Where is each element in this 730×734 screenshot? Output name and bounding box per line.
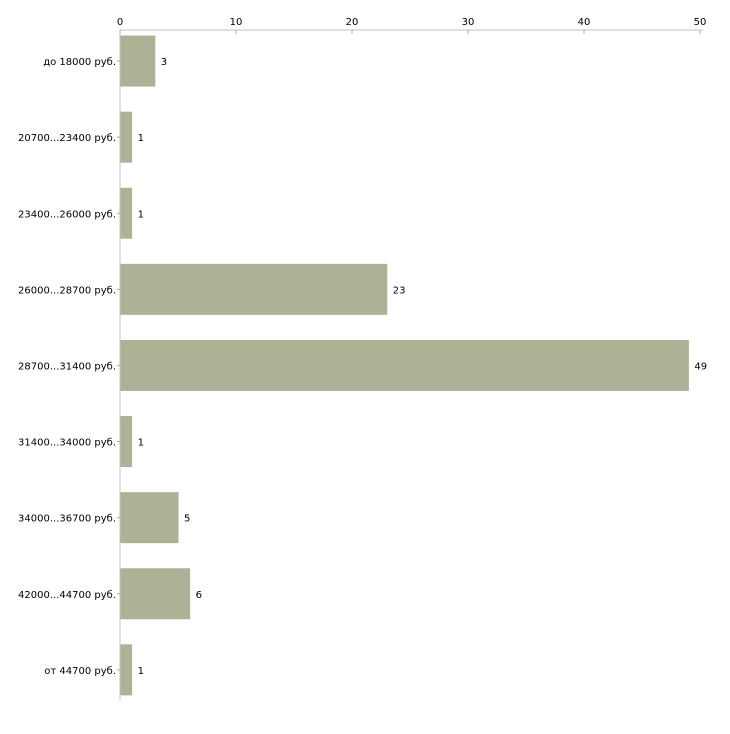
category-label: 28700...31400 руб. <box>18 361 116 372</box>
x-tick-label: 10 <box>230 17 243 28</box>
value-label: 1 <box>138 666 144 677</box>
x-tick-label: 50 <box>694 17 707 28</box>
x-tick-label: 0 <box>117 17 123 28</box>
value-label: 3 <box>161 57 167 68</box>
bar <box>120 35 156 87</box>
category-label: 20700...23400 руб. <box>18 133 116 144</box>
bar <box>120 416 133 468</box>
bar <box>120 568 191 620</box>
value-label: 23 <box>393 285 406 296</box>
x-tick-label: 30 <box>462 17 475 28</box>
bar <box>120 339 689 391</box>
bar <box>120 492 179 544</box>
value-label: 1 <box>138 133 144 144</box>
value-label: 5 <box>184 514 190 525</box>
category-label: 23400...26000 руб. <box>18 209 116 220</box>
value-label: 6 <box>196 590 202 601</box>
value-label: 1 <box>138 438 144 449</box>
x-tick-label: 20 <box>346 17 359 28</box>
bar <box>120 187 133 239</box>
bar <box>120 263 388 315</box>
bar <box>120 644 133 696</box>
value-label: 1 <box>138 209 144 220</box>
bar <box>120 111 133 163</box>
category-label: 42000...44700 руб. <box>18 590 116 601</box>
x-tick-label: 40 <box>578 17 591 28</box>
category-label: до 18000 руб. <box>43 57 116 68</box>
category-label: 34000...36700 руб. <box>18 514 116 525</box>
category-label: 26000...28700 руб. <box>18 285 116 296</box>
value-label: 49 <box>694 361 707 372</box>
category-label: от 44700 руб. <box>44 666 116 677</box>
category-label: 31400...34000 руб. <box>18 438 116 449</box>
